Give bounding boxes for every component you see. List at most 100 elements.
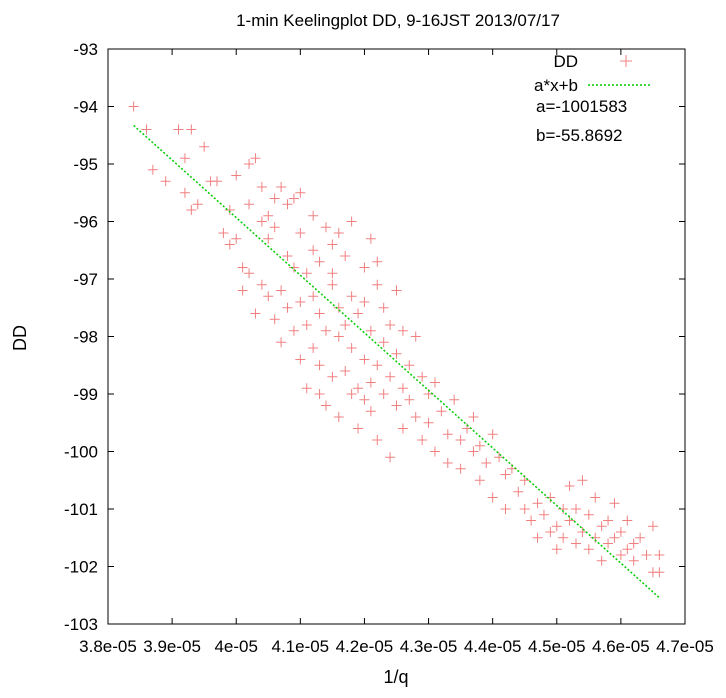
data-point	[423, 417, 434, 428]
data-point	[654, 550, 665, 560]
data-point	[276, 285, 287, 296]
data-point	[295, 297, 306, 307]
data-point	[173, 124, 184, 135]
data-point	[340, 366, 351, 376]
data-point	[327, 239, 338, 250]
data-point	[481, 458, 492, 468]
data-point	[250, 153, 261, 164]
data-point	[596, 555, 607, 566]
data-point	[327, 371, 338, 382]
fit-line	[133, 124, 660, 599]
data-point	[468, 446, 479, 457]
data-point	[314, 360, 325, 371]
data-point	[596, 521, 607, 532]
data-point	[378, 389, 389, 399]
data-point	[449, 394, 460, 405]
data-point	[147, 164, 158, 175]
data-point	[571, 538, 582, 549]
data-point	[609, 498, 620, 509]
y-tick-label: -94	[73, 98, 98, 117]
data-point	[442, 429, 453, 440]
data-point	[551, 544, 562, 555]
data-point	[436, 406, 447, 417]
data-point	[558, 532, 569, 543]
data-point	[372, 256, 383, 267]
data-point	[532, 498, 543, 509]
data-point	[282, 251, 293, 261]
data-point	[353, 383, 364, 394]
data-point	[622, 544, 633, 555]
annotation-a: a=-1001583	[536, 97, 627, 116]
data-point	[603, 538, 614, 549]
data-point	[179, 187, 190, 198]
y-tick-label: -99	[73, 385, 98, 404]
data-point	[128, 101, 139, 112]
data-point	[391, 285, 402, 296]
data-point	[308, 291, 319, 302]
data-point	[301, 383, 312, 394]
y-tick-label: -102	[64, 558, 98, 577]
data-point	[487, 492, 498, 503]
data-point	[391, 400, 402, 411]
data-point	[359, 262, 370, 273]
data-point	[397, 383, 408, 394]
data-point	[628, 538, 639, 549]
data-point	[564, 481, 575, 491]
data-point	[365, 325, 376, 336]
data-point	[455, 435, 466, 445]
y-tick-label: -98	[73, 328, 98, 347]
legend-label-fit: a*x+b	[534, 76, 578, 95]
y-axis-ticks: -93 -94 -95 -96 -97 -98 -99 -100 -101 -102 -103	[64, 40, 685, 634]
data-point	[429, 446, 440, 457]
data-point	[372, 435, 383, 445]
data-point	[365, 377, 376, 388]
x-axis-ticks: 3.8e-05 3.9e-05 4e-05 4.1e-05 4.2e-05 4.3e-05…	[79, 49, 714, 656]
data-point	[532, 532, 543, 543]
data-point	[314, 308, 325, 319]
data-point	[378, 337, 389, 348]
data-point	[410, 331, 421, 342]
data-point	[385, 452, 396, 463]
data-point	[244, 159, 255, 169]
data-point	[519, 504, 530, 514]
data-point	[314, 389, 325, 399]
y-tick-label: -97	[73, 270, 98, 289]
data-point	[333, 228, 344, 238]
data-point	[333, 412, 344, 422]
x-tick-label: 4.5e-05	[528, 637, 586, 656]
data-point	[455, 463, 466, 474]
data-point	[179, 153, 190, 164]
data-point	[160, 176, 171, 187]
data-point	[442, 458, 453, 468]
data-point	[417, 371, 428, 382]
data-point	[538, 509, 549, 520]
x-tick-label: 3.9e-05	[143, 637, 201, 656]
chart-title: 1-min Keelingplot DD, 9-16JST 2013/07/17	[236, 11, 560, 30]
data-point	[237, 285, 248, 296]
data-point	[237, 262, 248, 273]
y-tick-label: -100	[64, 443, 98, 462]
data-point	[583, 509, 594, 520]
data-point	[333, 302, 344, 313]
data-point	[320, 222, 331, 233]
data-point	[314, 256, 325, 267]
y-tick-label: -101	[64, 500, 98, 519]
data-point	[609, 532, 620, 543]
data-point	[192, 199, 203, 210]
x-tick-label: 4.4e-05	[464, 637, 522, 656]
y-tick-label: -103	[64, 615, 98, 634]
data-point	[186, 205, 197, 215]
data-point	[487, 429, 498, 440]
data-point	[269, 222, 280, 233]
data-point	[359, 394, 370, 405]
data-point	[256, 182, 267, 192]
data-point	[301, 320, 312, 330]
data-point	[224, 205, 235, 215]
data-point	[263, 210, 274, 221]
data-point	[378, 302, 389, 313]
data-point	[340, 251, 351, 261]
data-point	[288, 325, 299, 336]
data-point	[288, 262, 299, 273]
data-point	[577, 475, 588, 486]
